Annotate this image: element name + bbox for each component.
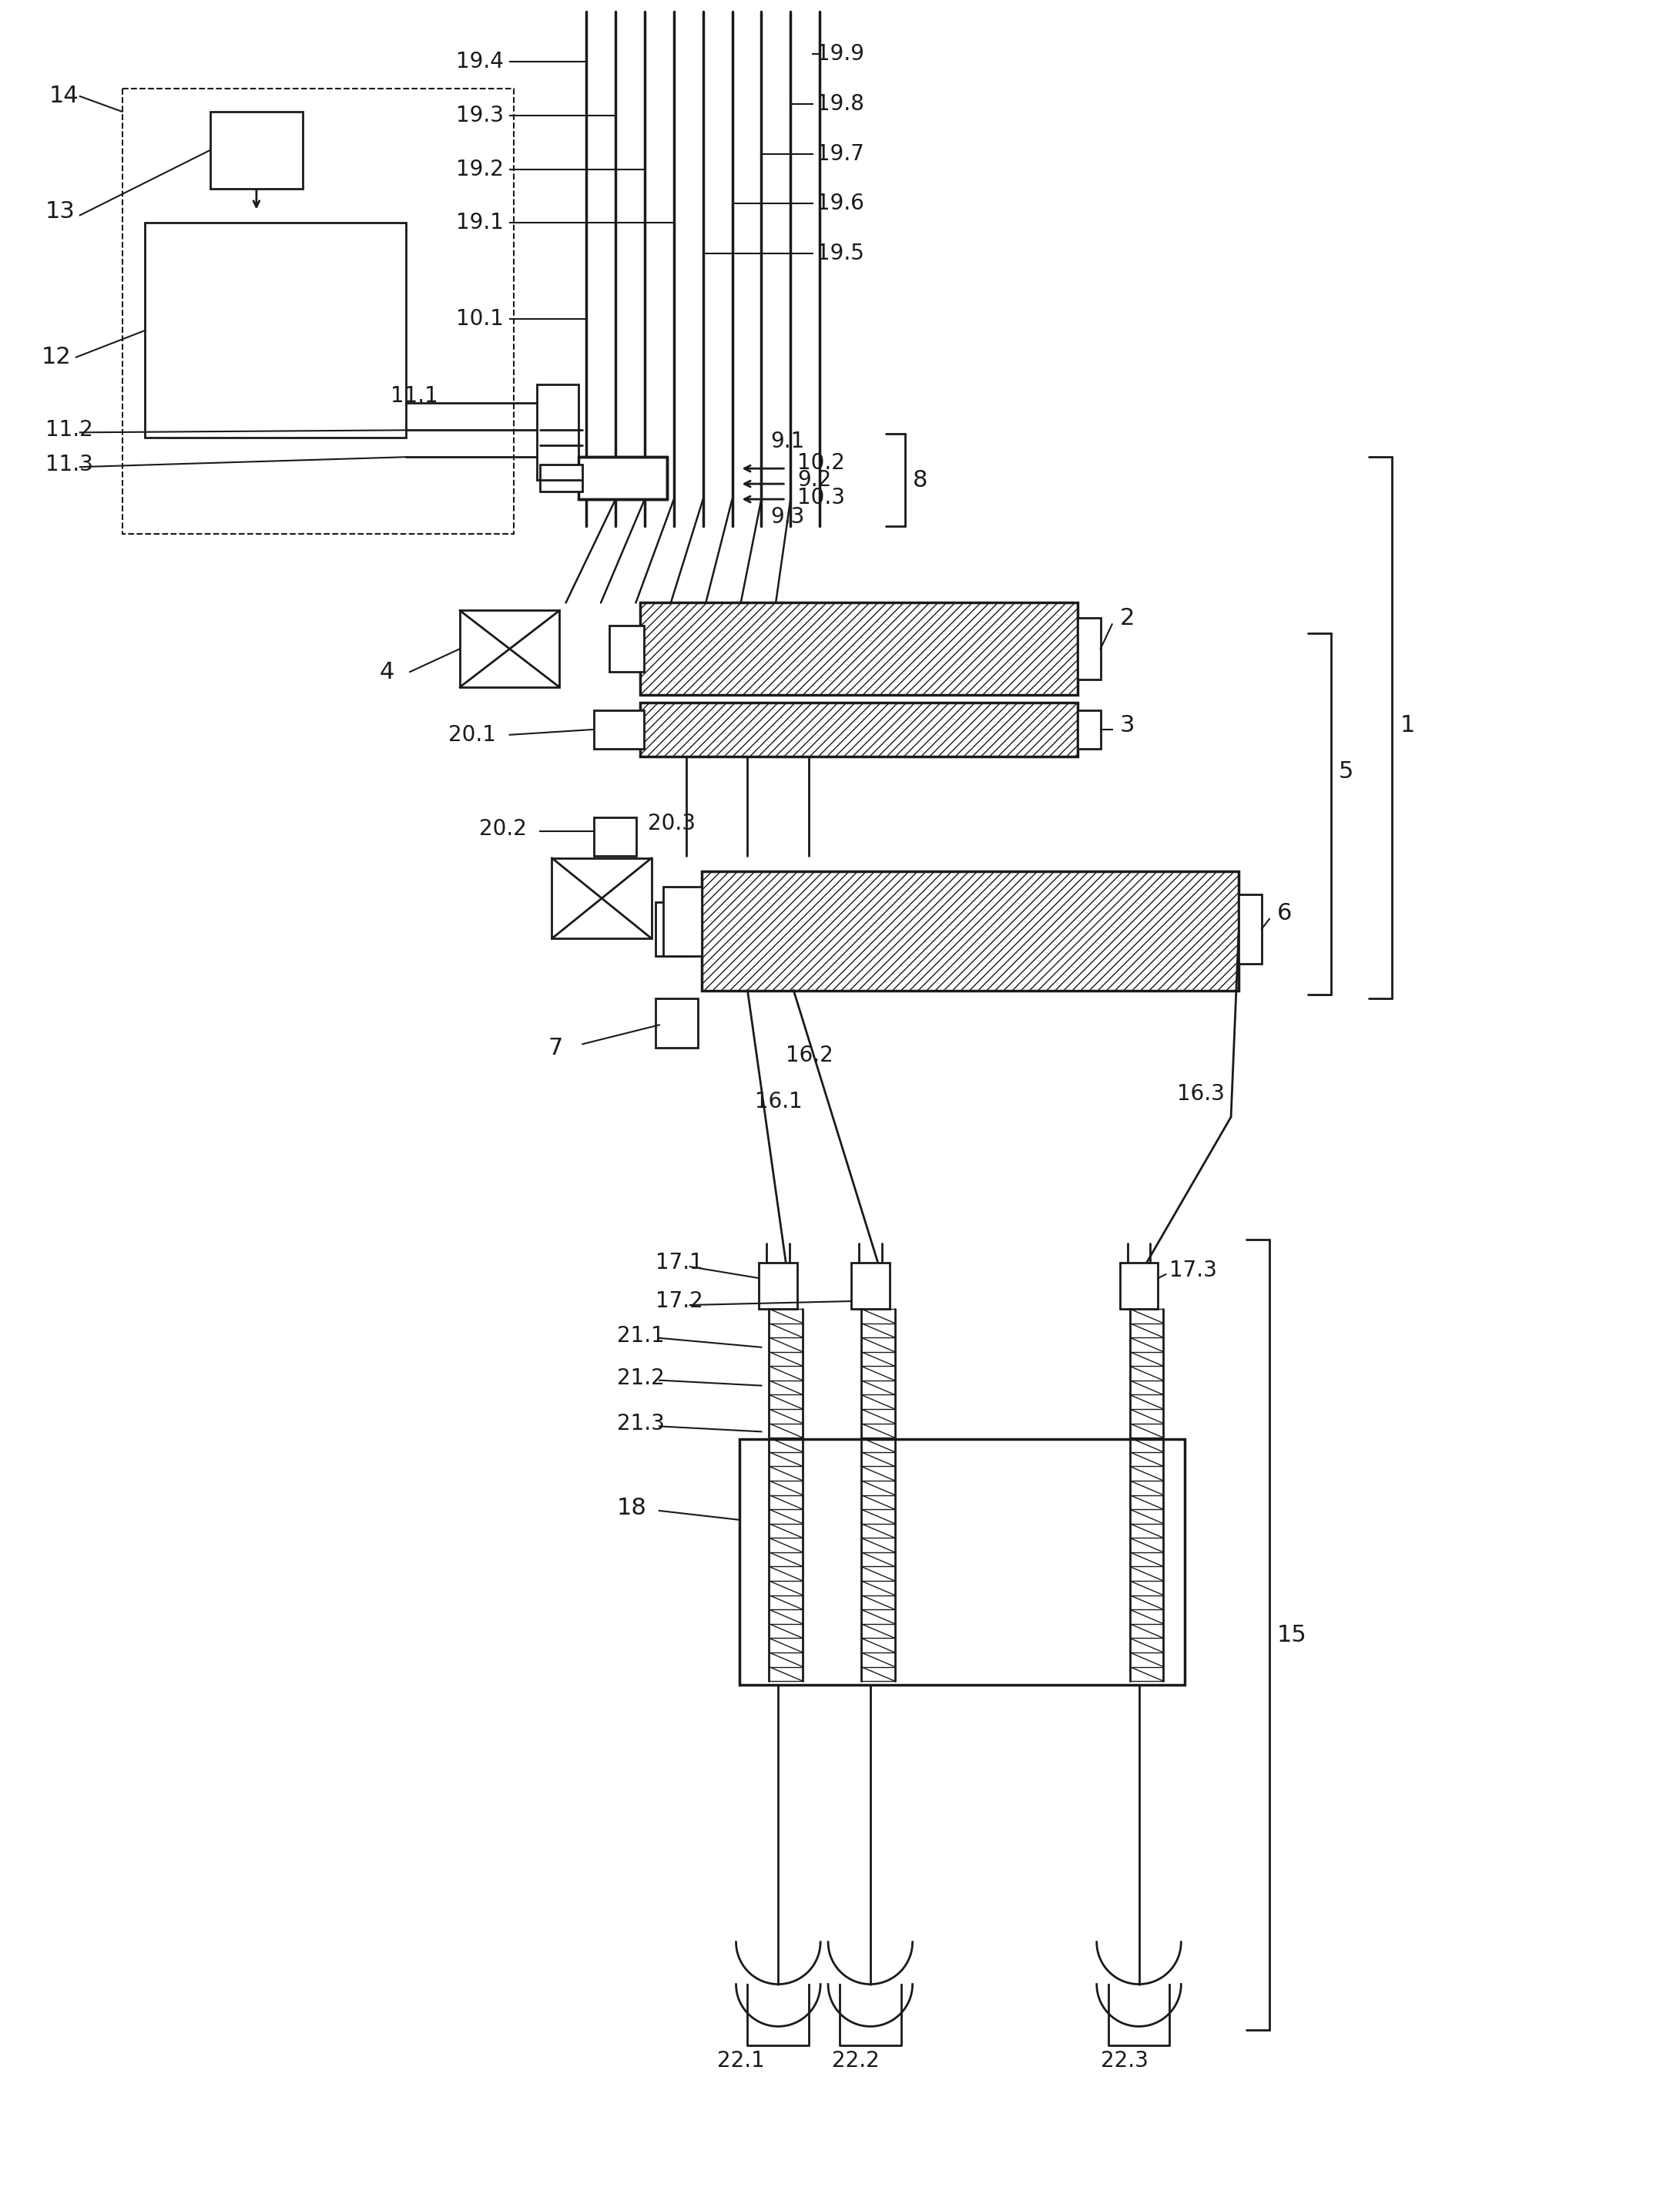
Text: 19.5: 19.5 — [816, 242, 864, 264]
Text: 11.2: 11.2 — [45, 420, 92, 440]
Bar — [578, 458, 667, 500]
Text: 20.3: 20.3 — [648, 812, 696, 834]
Bar — [1238, 894, 1262, 964]
Text: 19.1: 19.1 — [455, 211, 504, 233]
Text: 16.3: 16.3 — [1178, 1083, 1225, 1105]
Bar — [460, 610, 559, 687]
Bar — [144, 222, 407, 438]
Text: 9.1: 9.1 — [771, 431, 805, 453]
Bar — [1077, 711, 1100, 748]
Text: 19.2: 19.2 — [455, 158, 504, 180]
Text: 18: 18 — [617, 1497, 647, 1519]
Bar — [655, 902, 694, 955]
Bar — [655, 997, 697, 1048]
Bar — [536, 385, 578, 480]
Text: 16.1: 16.1 — [756, 1092, 803, 1112]
Bar — [1077, 618, 1100, 680]
Text: 19.6: 19.6 — [816, 194, 864, 213]
Text: 16.2: 16.2 — [786, 1045, 833, 1067]
Bar — [759, 1263, 798, 1310]
Bar — [1119, 1263, 1158, 1310]
Bar — [210, 112, 302, 189]
Bar — [123, 88, 514, 533]
Text: 22.3: 22.3 — [1100, 2049, 1147, 2071]
Text: 10.3: 10.3 — [798, 486, 845, 508]
Text: 19.3: 19.3 — [455, 106, 504, 125]
Text: 11.1: 11.1 — [391, 385, 438, 407]
Text: 7: 7 — [548, 1037, 563, 1059]
Text: 8: 8 — [912, 469, 927, 491]
Text: 10.1: 10.1 — [455, 308, 504, 330]
Text: 9.3: 9.3 — [771, 506, 805, 528]
Text: 21.2: 21.2 — [617, 1367, 665, 1389]
Text: 10.2: 10.2 — [798, 453, 845, 473]
Text: 21.1: 21.1 — [617, 1325, 665, 1347]
Text: 17.3: 17.3 — [1169, 1259, 1218, 1281]
Text: 5: 5 — [1339, 762, 1354, 784]
Text: 22.1: 22.1 — [717, 2049, 764, 2071]
Text: 1: 1 — [1399, 715, 1415, 737]
Text: 21.3: 21.3 — [617, 1413, 665, 1435]
Text: 20.1: 20.1 — [449, 724, 496, 746]
Bar — [541, 464, 583, 491]
Text: 19.8: 19.8 — [816, 92, 864, 114]
Text: 19.9: 19.9 — [816, 44, 864, 64]
Text: 6: 6 — [1277, 902, 1292, 924]
Bar — [739, 1439, 1184, 1686]
Bar — [852, 1263, 889, 1310]
Bar — [640, 702, 1077, 757]
Bar — [610, 625, 643, 671]
Text: 12: 12 — [42, 346, 72, 368]
Text: 19.4: 19.4 — [455, 51, 504, 73]
Text: 3: 3 — [1119, 715, 1134, 737]
Bar — [702, 872, 1238, 990]
Text: 17.1: 17.1 — [655, 1252, 702, 1274]
Bar — [702, 872, 1238, 990]
Text: 13: 13 — [45, 200, 76, 222]
Text: 11.3: 11.3 — [45, 453, 92, 475]
Bar — [640, 603, 1077, 696]
Bar — [551, 858, 652, 938]
Bar — [664, 887, 702, 955]
Text: 9.2: 9.2 — [798, 469, 832, 491]
Text: 17.2: 17.2 — [655, 1290, 702, 1312]
Bar — [640, 702, 1077, 757]
Text: 4: 4 — [380, 660, 395, 682]
Bar — [640, 603, 1077, 696]
Text: 15: 15 — [1277, 1624, 1307, 1646]
Bar — [595, 819, 637, 856]
Text: 20.2: 20.2 — [479, 819, 526, 841]
Text: 19.7: 19.7 — [816, 143, 864, 165]
Text: 22.2: 22.2 — [832, 2049, 880, 2071]
Text: 14: 14 — [49, 86, 79, 108]
Bar — [595, 711, 643, 748]
Text: 2: 2 — [1119, 607, 1134, 629]
